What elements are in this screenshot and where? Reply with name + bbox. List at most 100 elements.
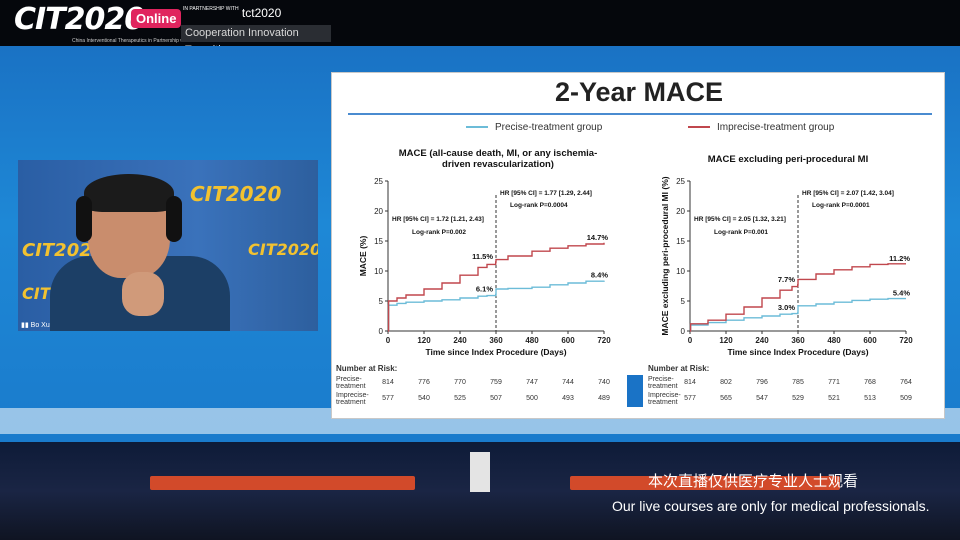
speaker-video[interactable]: CIT2020 CIT2020 CIT2020 CIT2020 ▮▮ Bo Xu: [18, 160, 318, 331]
x-tick-label: 600: [863, 336, 877, 345]
risk-header: Number at Risk:: [648, 364, 710, 373]
risk-count: 529: [792, 395, 804, 402]
x-tick-label: 360: [791, 336, 805, 345]
cit-logo: CIT2020: [14, 2, 145, 37]
risk-count: 764: [900, 379, 912, 386]
imprecise-720-label: 11.2%: [889, 254, 910, 263]
imprecise-720-label: 14.7%: [587, 233, 609, 242]
legend-swatch: [466, 126, 488, 129]
caption-english: Our live courses are only for medical pr…: [612, 498, 930, 514]
risk-count: 814: [382, 379, 394, 386]
y-tick-label: 0: [681, 327, 686, 336]
legend-swatch: [688, 126, 710, 129]
y-tick-label: 10: [374, 267, 383, 276]
speaker-name: ▮▮ Bo Xu: [21, 322, 50, 329]
risk-count: 547: [756, 395, 768, 402]
precise-720-label: 5.4%: [893, 289, 910, 298]
stage-table: [150, 476, 415, 490]
p-late-annotation: Log-rank P=0.0004: [510, 202, 568, 209]
backdrop-logo: CIT2020: [190, 182, 282, 206]
chart-1-plot: 0 5 10 15 20 25 0 120 240 360 480 600 720 Time since …: [358, 177, 611, 357]
risk-count: 525: [454, 395, 466, 402]
y-tick-label: 10: [676, 267, 685, 276]
logo-subtitle: China Interventional Therapeutics in Par…: [72, 38, 201, 44]
y-tick-label: 25: [676, 177, 685, 186]
precise-series-line: [387, 280, 605, 332]
precise-360-label: 3.0%: [778, 303, 795, 312]
risk-count: 759: [490, 379, 502, 386]
risk-count: 577: [684, 395, 696, 402]
risk-row-label: Imprecise- treatment: [336, 392, 369, 406]
broadcast-header: CIT2020 Online China Interventional Ther…: [0, 0, 960, 56]
hr-early-annotation: HR [95% CI] = 2.05 [1.32, 3.21]: [694, 216, 786, 223]
risk-count: 740: [598, 379, 610, 386]
risk-count: 565: [720, 395, 732, 402]
x-tick-label: 480: [525, 336, 539, 345]
legend-label: Precise-treatment group: [495, 122, 603, 133]
hr-early-annotation: HR [95% CI] = 1.72 [1.21, 2.43]: [392, 216, 484, 223]
y-tick-label: 5: [681, 297, 686, 306]
risk-row-label: Precise- treatment: [648, 376, 678, 390]
stage-table: [570, 476, 840, 490]
p-early-annotation: Log-rank P=0.002: [412, 229, 466, 236]
x-tick-label: 480: [827, 336, 841, 345]
risk-count: 796: [756, 379, 768, 386]
legend-imprecise: Imprecise-treatment group: [688, 122, 834, 133]
p-early-annotation: Log-rank P=0.001: [714, 229, 768, 236]
online-badge: Online: [131, 9, 182, 28]
risk-count: 776: [418, 379, 430, 386]
y-tick-label: 0: [379, 327, 384, 336]
imprecise-360-label: 7.7%: [778, 275, 795, 284]
y-tick-label: 15: [676, 237, 685, 246]
risk-count: 493: [562, 395, 574, 402]
risk-count: 500: [526, 395, 538, 402]
risk-row-label: Precise- treatment: [336, 376, 366, 390]
slide-blue-band: [627, 375, 643, 407]
x-tick-label: 360: [489, 336, 503, 345]
risk-count: 509: [900, 395, 912, 402]
imprecise-series-line: [689, 263, 906, 332]
risk-count: 802: [720, 379, 732, 386]
partner-logo: IN PARTNERSHIP WITH tct2020: [183, 6, 281, 20]
risk-count: 577: [382, 395, 394, 402]
x-axis-label: Time since Index Procedure (Days): [425, 347, 566, 357]
risk-count: 513: [864, 395, 876, 402]
risk-count: 744: [562, 379, 574, 386]
precise-series-line: [689, 297, 906, 332]
risk-count: 540: [418, 395, 430, 402]
y-axis-label: MACE (%): [358, 236, 368, 277]
speaker-name-text: Bo Xu: [30, 322, 50, 329]
backdrop-logo: CIT2020: [248, 240, 318, 259]
p-late-annotation: Log-rank P=0.0001: [812, 202, 870, 209]
slide-title: 2-Year MACE: [554, 77, 724, 107]
y-tick-label: 5: [379, 297, 384, 306]
risk-count: 747: [526, 379, 538, 386]
imprecise-series-line: [387, 242, 605, 332]
risk-table-2: Number at Risk: Precise- treatment 814 802 7…: [644, 362, 938, 406]
risk-header: Number at Risk:: [336, 364, 398, 373]
partner-prefix: IN PARTNERSHIP WITH: [183, 6, 239, 12]
y-tick-label: 25: [374, 177, 383, 186]
risk-count: 770: [454, 379, 466, 386]
backdrop-logo: CIT2020: [22, 240, 105, 261]
y-tick-label: 15: [374, 237, 383, 246]
hr-late-annotation: HR [95% CI] = 1.77 [1.29, 2.44]: [500, 190, 592, 197]
risk-count: 521: [828, 395, 840, 402]
risk-row-label: Imprecise- treatment: [648, 392, 681, 406]
podium: [470, 452, 490, 492]
headphones-icon: [76, 196, 92, 242]
chart-1-title: MACE (all-cause death, MI, or any ischem…: [398, 148, 598, 170]
precise-360-label: 6.1%: [476, 284, 493, 293]
y-tick-label: 20: [676, 207, 685, 216]
y-axis-label: MACE excluding peri-procedural MI (%): [660, 176, 670, 335]
x-tick-label: 720: [597, 336, 611, 345]
legend-precise: Precise-treatment group: [466, 122, 602, 133]
risk-table-1: Number at Risk: Precise- treatment 814 776 7…: [332, 362, 626, 406]
risk-count: 771: [828, 379, 840, 386]
x-tick-label: 240: [453, 336, 467, 345]
x-tick-label: 600: [561, 336, 575, 345]
x-axis-label: Time since Index Procedure (Days): [727, 347, 868, 357]
chart-2-plot: 0 5 10 15 20 25 0 120 240 360 480 600 720 Time since …: [660, 176, 913, 357]
risk-count: 768: [864, 379, 876, 386]
risk-count: 507: [490, 395, 502, 402]
